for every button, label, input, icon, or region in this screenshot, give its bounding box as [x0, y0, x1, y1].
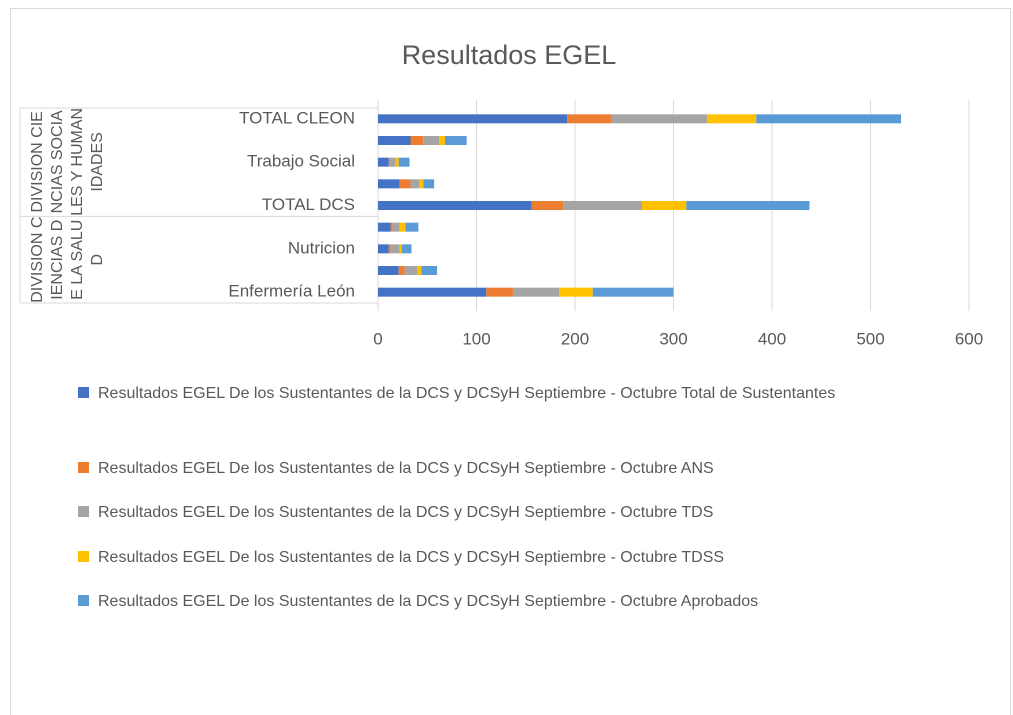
bar-segment: [378, 136, 411, 145]
bar-segment: [512, 287, 560, 297]
bar-segment: [401, 244, 412, 254]
legend-entry: Resultados EGEL De los Sustentantes de l…: [78, 544, 998, 571]
x-tick-label: 400: [758, 329, 786, 348]
bar-segment: [641, 201, 687, 210]
bar-segment: [378, 244, 389, 254]
bar-segment: [395, 157, 399, 167]
legend-swatch: [78, 595, 89, 606]
bar-segment: [378, 179, 400, 189]
bar-segment: [399, 222, 406, 232]
bar-segment: [417, 266, 422, 275]
bar-segment: [378, 114, 568, 124]
bar-segment: [390, 222, 393, 232]
y-tick-label: Trabajo Social: [247, 152, 355, 171]
bar-segment: [399, 179, 411, 189]
bar-segment: [592, 287, 674, 297]
legend-label: Resultados EGEL De los Sustentantes de l…: [98, 385, 836, 402]
bar-segment: [410, 136, 424, 145]
bar-segment: [686, 201, 810, 210]
bar-segment: [404, 266, 418, 275]
bar-segment: [390, 244, 400, 254]
bar-segment: [444, 136, 467, 145]
bar-segment: [392, 222, 400, 232]
legend-label: Resultados EGEL De los Sustentantes de l…: [98, 460, 714, 477]
bar-segment: [399, 244, 402, 254]
bar-segment: [611, 114, 707, 124]
bar-segment: [756, 114, 902, 124]
x-tick-label: 200: [561, 329, 589, 348]
x-tick-label: 600: [955, 329, 983, 348]
x-tick-label: 500: [856, 329, 884, 348]
bar-segment: [567, 114, 612, 124]
bar-segment: [423, 179, 435, 189]
bar-segment: [378, 222, 391, 232]
y-tick-label: TOTAL DCS: [262, 195, 355, 214]
legend-swatch: [78, 462, 89, 473]
legend-entry: Resultados EGEL De los Sustentantes de l…: [78, 499, 998, 526]
bar-segment: [378, 157, 389, 167]
x-tick-label: 300: [659, 329, 687, 348]
x-tick-label: 100: [462, 329, 490, 348]
bar-segment: [559, 287, 593, 297]
bar-segment: [419, 179, 424, 189]
group-label: DIVISION CIENCIAS DE LA SALUD: [29, 216, 106, 303]
legend-swatch: [78, 506, 89, 517]
legend-entry: Resultados EGEL De los Sustentantes de l…: [78, 588, 998, 615]
legend-swatch: [78, 551, 89, 562]
bar-segment: [439, 136, 445, 145]
bar-segment: [405, 222, 419, 232]
bar-segment: [398, 157, 410, 167]
x-tick-label: 0: [373, 329, 382, 348]
legend-swatch: [78, 387, 89, 398]
y-tick-label: TOTAL CLEON: [239, 108, 355, 127]
y-tick-label: Nutricion: [288, 238, 355, 257]
bar-segment: [378, 201, 532, 210]
legend-label: Resultados EGEL De los Sustentantes de l…: [98, 549, 725, 566]
bar-segment: [706, 114, 757, 124]
bar-segment: [421, 266, 438, 275]
bar-segment: [378, 266, 399, 275]
bar-segment: [398, 266, 405, 275]
bar-segment: [423, 136, 440, 145]
legend-entry: Resultados EGEL De los Sustentantes de l…: [78, 380, 998, 407]
legend-label: Resultados EGEL De los Sustentantes de l…: [98, 504, 714, 521]
legend-label: Resultados EGEL De los Sustentantes de l…: [98, 593, 759, 610]
bar-segment: [563, 201, 642, 210]
bar-segment: [378, 287, 487, 297]
bar-segment: [388, 157, 390, 167]
bar-segment: [410, 179, 420, 189]
legend-entry: Resultados EGEL De los Sustentantes de l…: [78, 455, 998, 482]
chart-title: Resultados EGEL: [402, 40, 617, 70]
bar-segment: [486, 287, 513, 297]
chart-border: [10, 8, 1011, 715]
bar-segment: [388, 244, 391, 254]
bar-segment: [389, 157, 396, 167]
y-tick-label: Enfermería León: [228, 282, 355, 301]
group-label: DIVISION CIENCIAS SOCIALES Y HUMANIDADES: [29, 108, 106, 217]
bar-segment: [531, 201, 564, 210]
